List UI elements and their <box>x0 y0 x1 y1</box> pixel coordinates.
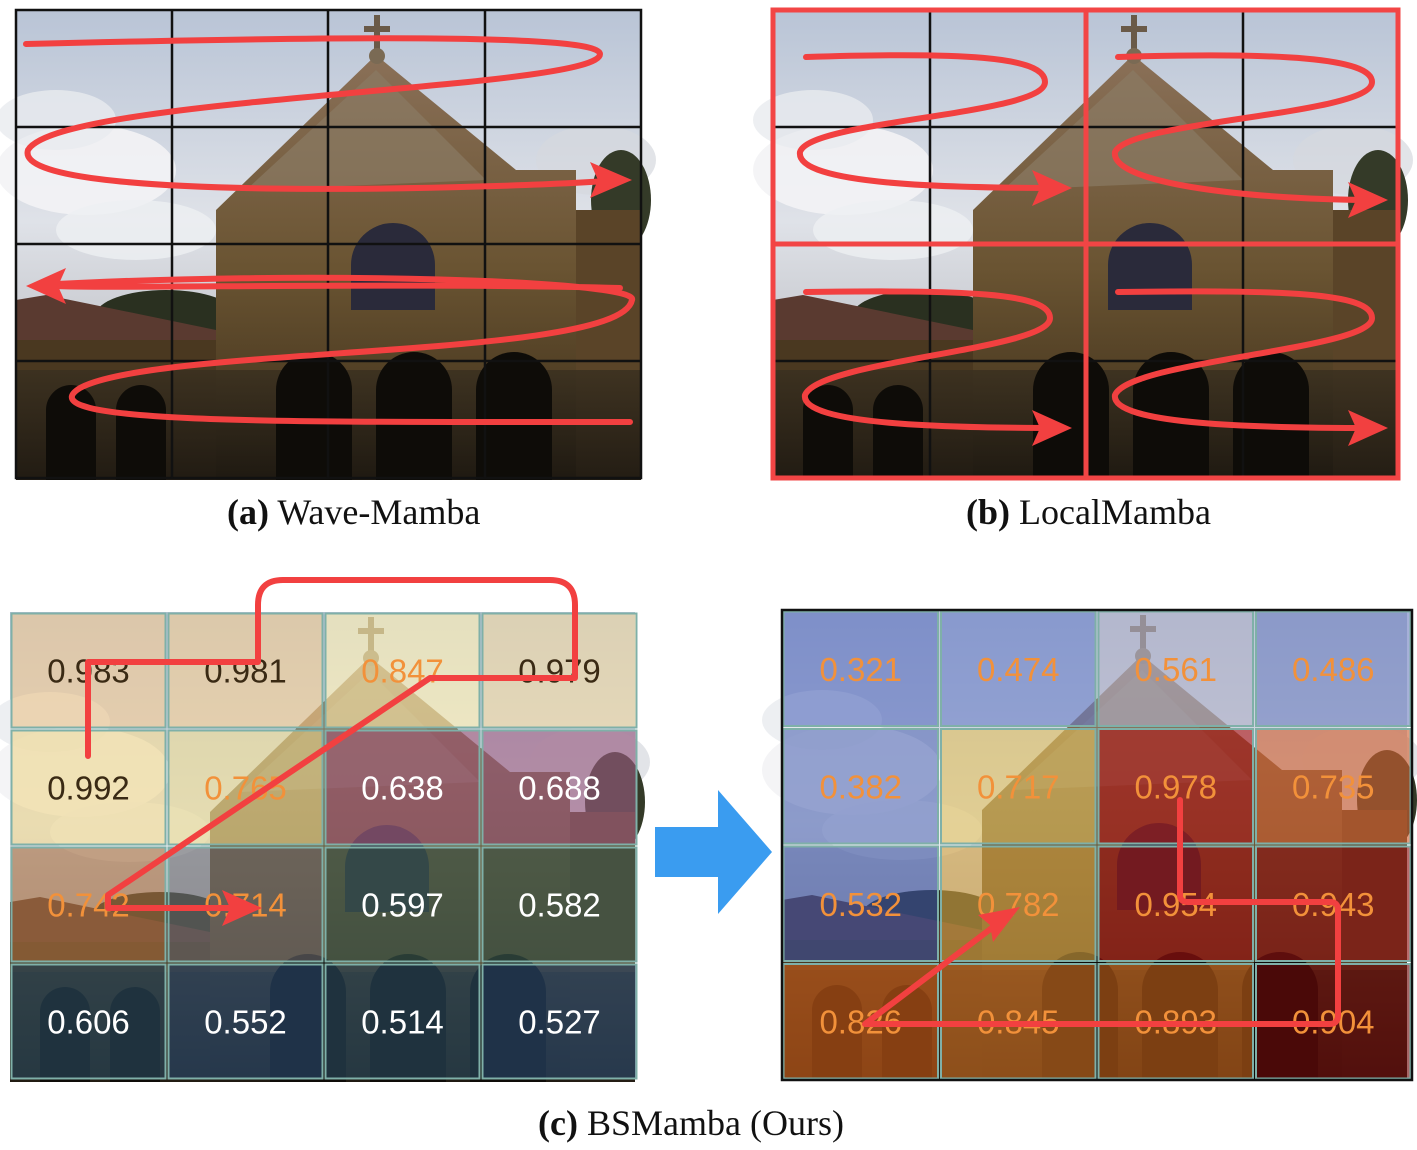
cell-value: 0.532 <box>819 886 902 923</box>
cell-value: 0.597 <box>361 887 444 924</box>
grid-cell <box>1097 728 1254 845</box>
cell-value: 0.688 <box>518 770 601 807</box>
panel-b-caption: (b) LocalMamba <box>966 492 1211 532</box>
grid-cell <box>1255 610 1412 727</box>
panel-a-caption: (a) Wave-Mamba <box>227 492 480 532</box>
panel-c-right-scan-path <box>862 797 1341 1027</box>
grid-cell <box>940 728 1097 845</box>
grid-cell <box>940 845 1097 962</box>
cell-value: 0.382 <box>819 768 902 805</box>
grid-cell <box>940 610 1097 727</box>
grid-cell <box>1255 728 1412 845</box>
grid-cell <box>167 963 324 1080</box>
grid-cell <box>324 963 481 1080</box>
grid-cell <box>324 612 481 729</box>
cell-value: 0.717 <box>977 768 1060 805</box>
cell-value: 0.981 <box>204 653 287 690</box>
panel-b-regions <box>770 7 1401 481</box>
cell-value: 0.474 <box>977 651 1060 688</box>
panel-b-arrowheads <box>1032 170 1388 446</box>
cell-value: 0.527 <box>518 1004 601 1041</box>
cell-value: 0.992 <box>47 770 130 807</box>
cell-value: 0.514 <box>361 1004 444 1041</box>
cell-value: 0.638 <box>361 770 444 807</box>
cell-value: 0.552 <box>204 1004 287 1041</box>
cell-value: 0.979 <box>518 653 601 690</box>
panel-c-right-frame <box>780 608 1414 1082</box>
grid-cell <box>481 612 638 729</box>
grid-cell <box>481 729 638 846</box>
transition-arrow <box>655 790 772 914</box>
cell-value: 0.735 <box>1292 768 1375 805</box>
cell-value: 0.321 <box>819 651 902 688</box>
cell-value: 0.561 <box>1134 651 1217 688</box>
panel-c-right-grid: 0.321 0.474 0.561 0.486 0.382 0.717 0.978 0.735… <box>762 608 1417 1082</box>
panel-b-scan-paths <box>797 52 1378 431</box>
panel-a-arrowhead-1 <box>590 162 632 198</box>
grid-cell <box>10 846 167 963</box>
grid-cell <box>481 963 638 1080</box>
panel-c-left-tints <box>10 612 638 1080</box>
cell-value: 0.606 <box>47 1004 130 1041</box>
cell-value: 0.486 <box>1292 651 1375 688</box>
grid-cell <box>782 728 939 845</box>
grid-cell <box>167 612 324 729</box>
cell-value: 0.847 <box>361 653 444 690</box>
panel-c-left-scan-path <box>85 577 578 911</box>
grid-cell <box>167 729 324 846</box>
cell-value: 0.582 <box>518 887 601 924</box>
panel-c-left-arrowhead <box>222 890 262 926</box>
panel-a-scan-path <box>23 35 636 426</box>
grid-cell <box>324 846 481 963</box>
panel-c-right-arrowhead <box>978 907 1020 942</box>
panel-b-local-mamba: (b) LocalMamba <box>753 7 1413 532</box>
grid-cell <box>1097 610 1254 727</box>
panel-c-caption: (c) BSMamba (Ours) <box>538 1103 844 1143</box>
panel-a-wave-mamba: (a) Wave-Mamba <box>0 8 656 532</box>
grid-cell <box>481 846 638 963</box>
grid-cell <box>782 845 939 962</box>
grid-cell <box>782 610 939 727</box>
grid-cell <box>324 729 481 846</box>
panel-a-grid <box>14 8 643 480</box>
cell-value: 0.978 <box>1134 768 1217 805</box>
panel-a-arrowhead-2 <box>26 268 66 304</box>
grid-cell <box>10 963 167 1080</box>
